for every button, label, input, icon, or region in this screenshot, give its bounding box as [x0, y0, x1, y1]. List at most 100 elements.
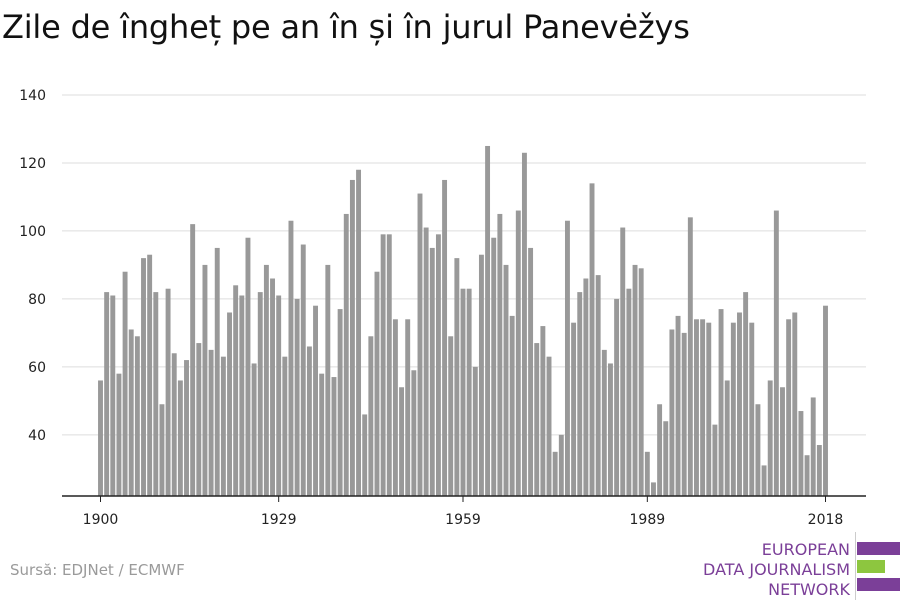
bar	[202, 264, 208, 496]
bar	[98, 380, 103, 496]
bar	[478, 254, 484, 496]
bar	[110, 295, 116, 496]
y-tick-label: 80	[28, 292, 46, 308]
bar	[663, 421, 669, 496]
bar	[601, 349, 607, 496]
bar	[792, 312, 798, 496]
bar	[337, 309, 343, 496]
bar	[399, 387, 405, 496]
bar	[546, 356, 552, 496]
bar	[724, 380, 730, 496]
bar	[233, 285, 239, 496]
logo-purple-bar-top	[857, 542, 900, 555]
x-tick-label: 1959	[445, 512, 481, 528]
bar	[823, 305, 828, 496]
bar	[356, 169, 362, 497]
x-tick-label: 2018	[808, 512, 844, 528]
bar	[503, 264, 509, 496]
bar	[288, 220, 294, 496]
bar	[184, 360, 189, 496]
bar	[515, 210, 521, 497]
bar	[423, 227, 429, 496]
bar	[614, 298, 620, 496]
bar	[644, 451, 650, 496]
bar	[104, 292, 110, 496]
bar	[374, 271, 380, 496]
logo-line-3: NETWORK	[768, 580, 850, 599]
bar	[528, 247, 534, 496]
y-tick-label: 40	[28, 428, 46, 444]
bar	[657, 404, 663, 496]
bar	[608, 363, 613, 496]
bar	[270, 278, 275, 496]
bar	[220, 356, 226, 496]
bar	[798, 411, 804, 496]
bar	[497, 213, 503, 496]
y-tick-label: 140	[19, 88, 46, 104]
bar	[392, 319, 398, 496]
bar	[460, 288, 466, 496]
bar	[521, 152, 527, 496]
bar	[147, 254, 153, 496]
bar	[141, 258, 146, 496]
bar	[276, 295, 282, 496]
y-tick-label: 60	[28, 360, 46, 376]
bar	[626, 288, 632, 496]
bar	[730, 322, 736, 496]
bar	[571, 322, 577, 496]
bar	[294, 298, 300, 496]
bar	[448, 336, 454, 496]
bar	[282, 356, 288, 496]
bar	[687, 217, 693, 496]
bar	[534, 343, 540, 496]
bar	[472, 366, 478, 496]
bar	[165, 288, 171, 496]
bar	[786, 319, 792, 496]
bar	[245, 237, 251, 496]
bar	[767, 380, 773, 496]
bar	[368, 336, 374, 496]
bar	[540, 326, 546, 496]
x-tick-label: 1989	[630, 512, 666, 528]
bar	[454, 258, 460, 496]
bar	[651, 482, 656, 496]
bar	[780, 387, 785, 496]
bar	[638, 268, 644, 496]
bar	[239, 295, 245, 496]
bar	[620, 227, 626, 496]
x-tick-label: 1929	[261, 512, 297, 528]
bar	[583, 278, 589, 496]
bar	[263, 264, 269, 496]
bar	[694, 319, 699, 496]
bar	[251, 363, 257, 496]
bar	[227, 312, 232, 496]
bar	[491, 237, 497, 496]
logo-divider	[855, 532, 856, 600]
bar	[816, 445, 822, 496]
bar	[485, 145, 491, 496]
bar	[405, 319, 411, 496]
bar	[128, 329, 134, 496]
bar	[411, 370, 417, 496]
bar	[171, 353, 177, 496]
bar	[564, 220, 570, 496]
bar	[749, 322, 755, 496]
bar	[122, 271, 128, 496]
logo-green-bar	[857, 560, 885, 573]
bar	[429, 247, 435, 496]
chart-title: Zile de îngheț pe an în și în jurul Pane…	[2, 8, 690, 46]
bar	[257, 292, 263, 496]
bar	[737, 312, 742, 496]
bar	[319, 373, 325, 496]
bar	[632, 264, 638, 496]
bar	[700, 319, 706, 496]
bar	[712, 424, 718, 496]
y-tick-label: 120	[19, 156, 46, 172]
bar	[116, 373, 122, 496]
bar	[177, 380, 183, 496]
y-tick-label: 100	[19, 224, 46, 240]
bar	[761, 465, 767, 496]
bar	[577, 292, 583, 496]
logo-purple-bar-bottom	[857, 578, 900, 591]
